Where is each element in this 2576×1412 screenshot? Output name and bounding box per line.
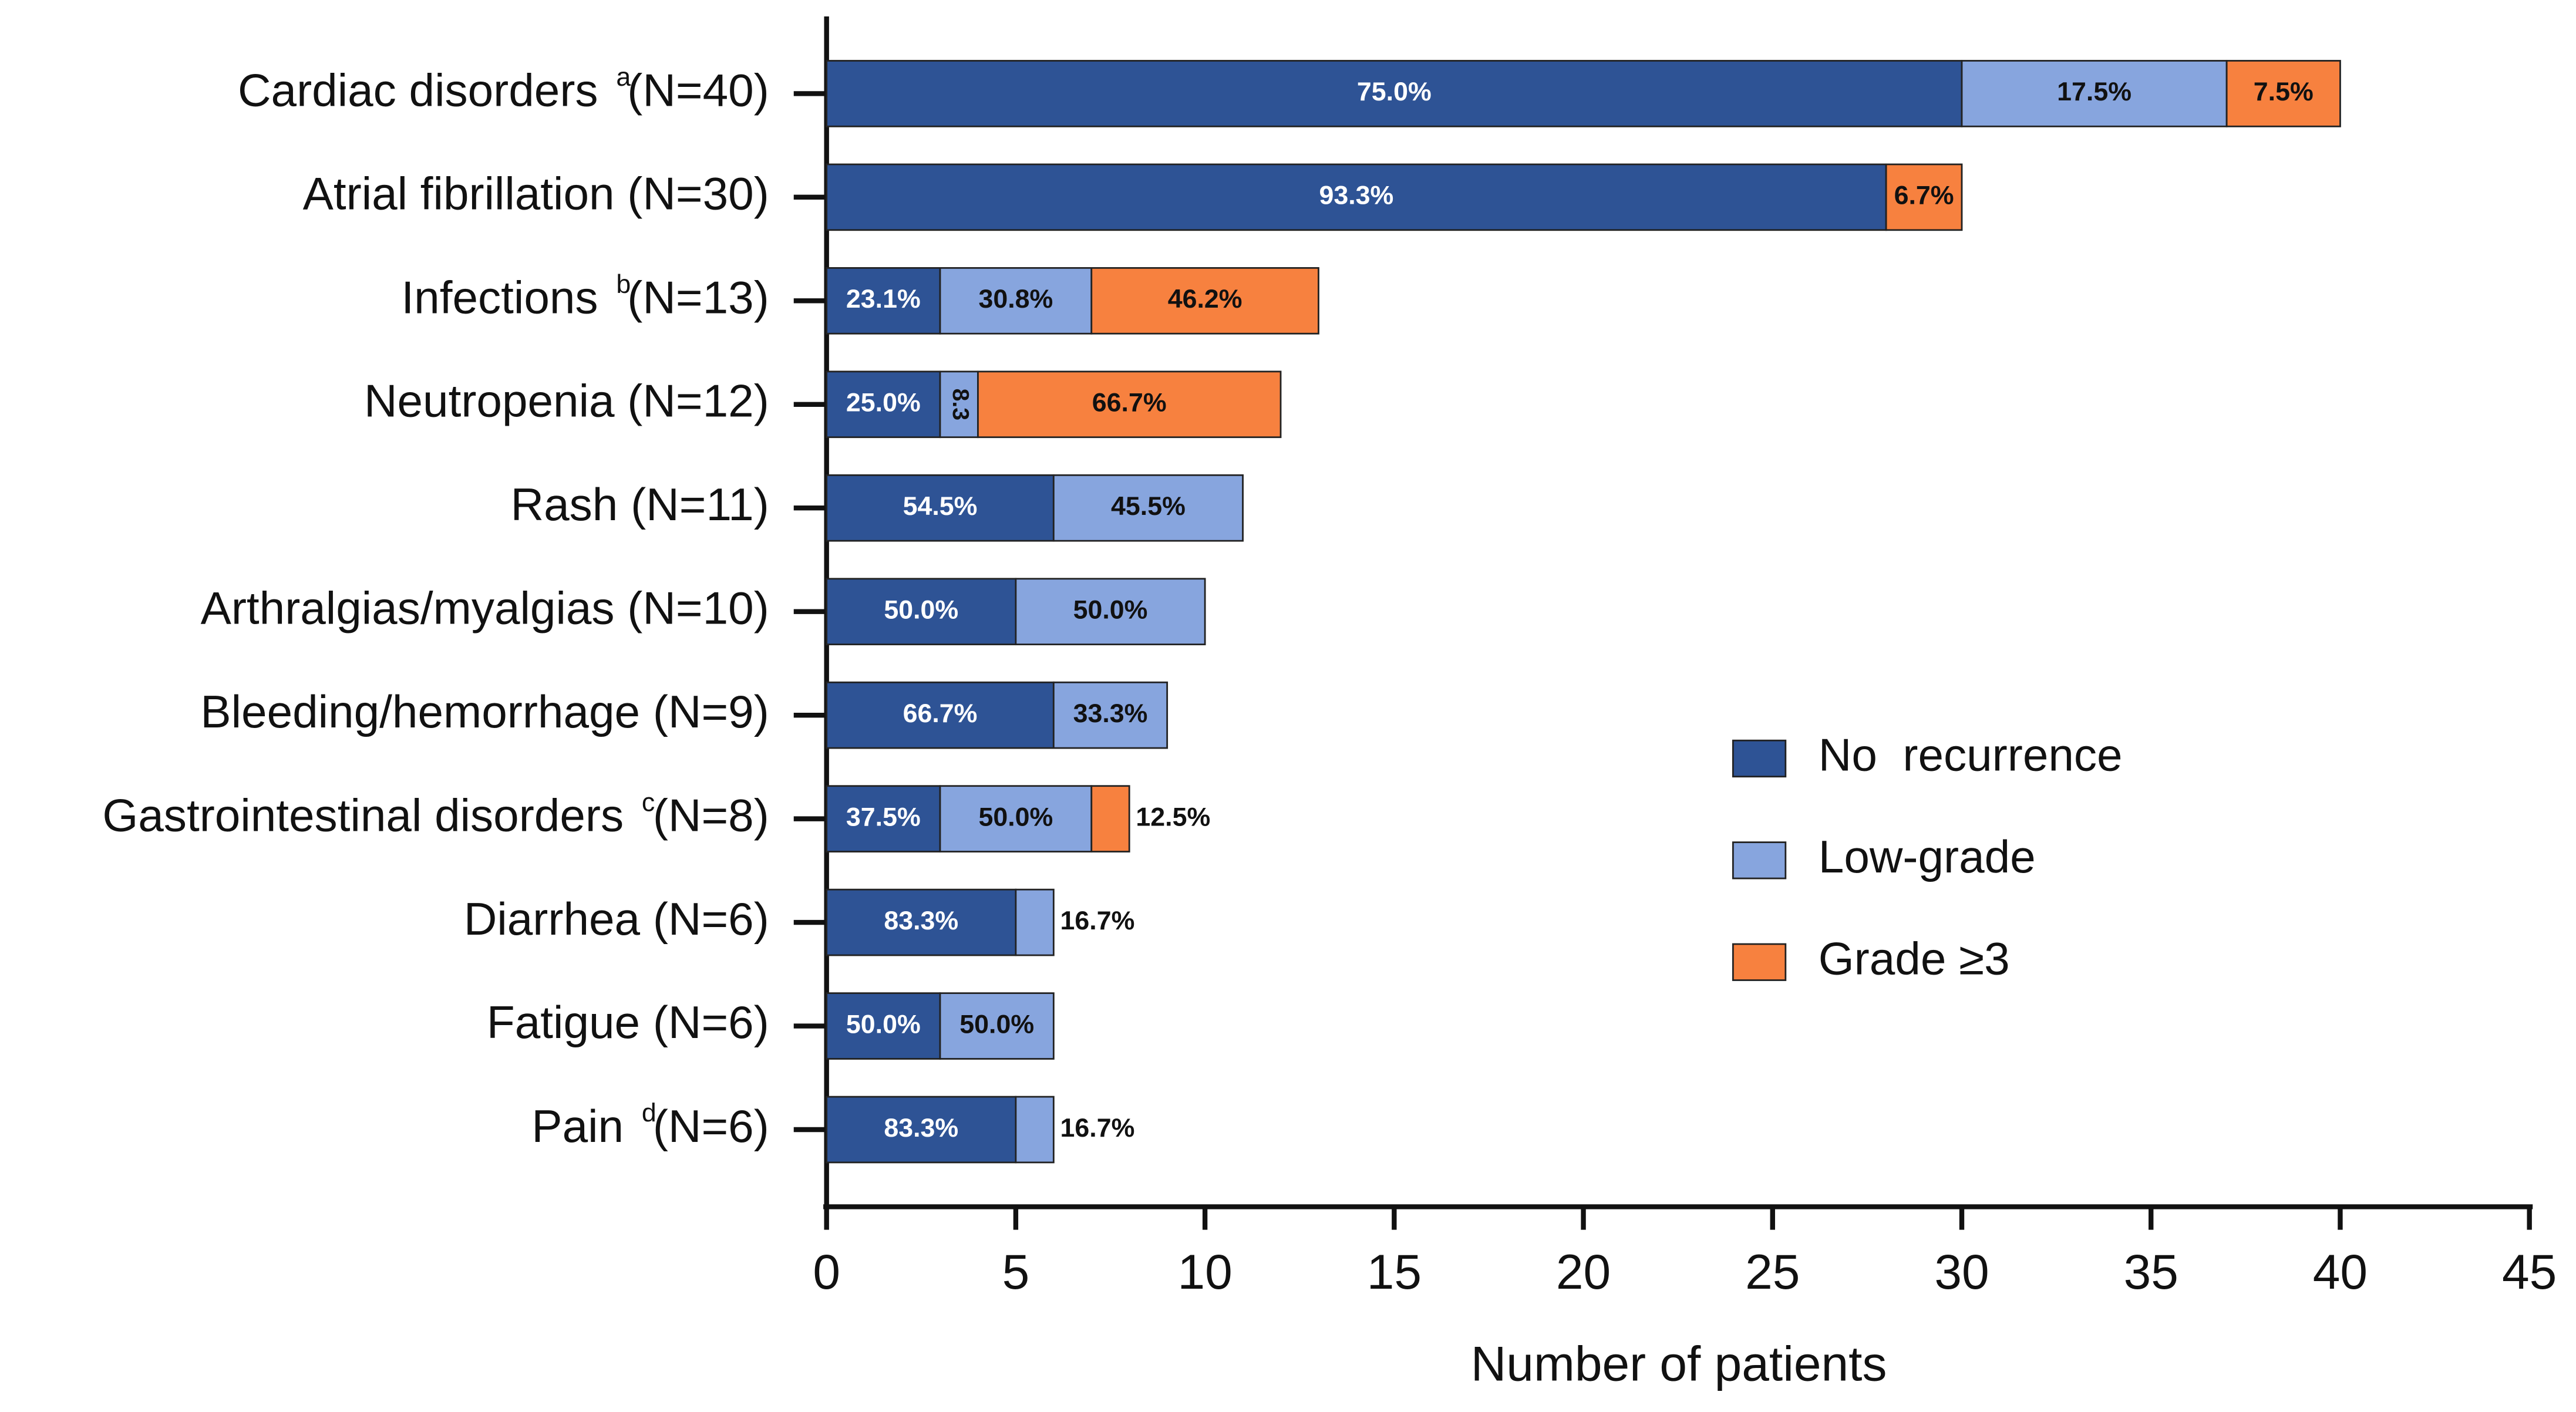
bar-segment [826, 1096, 1017, 1164]
bar-segment [826, 681, 1055, 749]
x-tick-label: 5 [1002, 1244, 1030, 1299]
category-label: Rash (N=11) [511, 478, 769, 530]
category-label: Gastrointestinal disorders (N=8) [102, 789, 769, 841]
bar-label: 83.3% [884, 906, 958, 935]
bar-segment [1961, 60, 2228, 127]
bar-segment [826, 60, 1963, 127]
legend-label: Low-grade [1819, 831, 2036, 882]
bar-segment [1090, 785, 1130, 852]
bar-label: 25.0% [846, 388, 921, 417]
x-tick-label: 45 [2502, 1244, 2557, 1299]
bar-label: 50.0% [884, 595, 958, 625]
bar-label: 23.1% [846, 284, 921, 314]
category-label: Cardiac disorders (N=40) [238, 64, 769, 116]
x-tick-label: 10 [1177, 1244, 1232, 1299]
bar-label: 93.3% [1319, 181, 1393, 210]
bar-label: 7.5% [2254, 77, 2314, 106]
bar-segment [1015, 888, 1055, 956]
footnote-mark: c [642, 787, 655, 817]
category-label: Fatigue (N=6) [487, 996, 769, 1048]
x-tick-label: 40 [2313, 1244, 2368, 1299]
bar-segment [977, 370, 1282, 439]
bar-label: 46.2% [1168, 284, 1242, 314]
bar-segment [1015, 1096, 1055, 1164]
bar-label: 16.7% [1060, 1113, 1135, 1143]
legend-swatch [1732, 739, 1787, 778]
x-axis-label: Number of patients [1471, 1336, 1887, 1391]
legend-swatch [1732, 841, 1787, 879]
bar-label: 8.3 [948, 389, 973, 420]
bar-segment [826, 785, 941, 852]
bar-segment [826, 578, 1017, 646]
bar-segment [939, 992, 1055, 1060]
bar-segment [1885, 163, 1963, 231]
bar-label: 33.3% [1073, 699, 1148, 728]
category-label: Bleeding/hemorrhage (N=9) [200, 686, 769, 737]
category-label: Infections (N=13) [401, 271, 769, 323]
footnote-mark: b [616, 269, 631, 299]
footnote-mark: d [642, 1098, 656, 1128]
bar-label: 30.8% [978, 284, 1053, 314]
bar-segment [939, 267, 1093, 335]
bar-label: 50.0% [978, 802, 1053, 831]
bar-label: 54.5% [903, 491, 978, 521]
bar-label: 12.5% [1136, 802, 1210, 831]
bar-label: 66.7% [1092, 388, 1167, 417]
bar-label: 83.3% [884, 1113, 958, 1143]
x-tick-label: 25 [1745, 1244, 1800, 1299]
bar-segment [1052, 474, 1244, 542]
bar-label: 16.7% [1060, 906, 1135, 935]
x-tick-label: 35 [2124, 1244, 2178, 1299]
legend-label: Grade ≥3 [1819, 932, 2010, 984]
bar-label: 17.5% [2057, 77, 2131, 106]
bar-segment [826, 267, 941, 335]
category-label: Neutropenia (N=12) [364, 375, 769, 426]
bar-segment [939, 785, 1093, 852]
bar-segment [939, 370, 979, 439]
category-label: Pain (N=6) [531, 1100, 769, 1152]
x-tick-label: 0 [813, 1244, 840, 1299]
bar-label: 6.7% [1894, 181, 1954, 210]
bar-segment [826, 163, 1887, 231]
bar-label: 37.5% [846, 802, 921, 831]
bar-label: 66.7% [903, 699, 978, 728]
bar-segment [2225, 60, 2341, 127]
bar-segment [1052, 681, 1169, 749]
bar-segment [826, 370, 941, 439]
bar-segment [1090, 267, 1319, 335]
bar-label: 75.0% [1357, 77, 1432, 106]
bar-label: 45.5% [1111, 491, 1186, 521]
legend-label: No recurrence [1819, 729, 2123, 781]
category-label: Arthralgias/myalgias (N=10) [201, 582, 769, 633]
bar-segment [826, 474, 1055, 542]
bar-label: 50.0% [959, 1009, 1034, 1039]
footnote-mark: a [616, 62, 631, 92]
category-label: Atrial fibrillation (N=30) [303, 168, 769, 220]
category-label: Diarrhea (N=6) [464, 893, 769, 945]
x-tick-label: 20 [1556, 1244, 1611, 1299]
legend-swatch [1732, 943, 1787, 981]
x-tick-label: 15 [1367, 1244, 1422, 1299]
bar-segment [826, 888, 1017, 956]
bar-label: 50.0% [1073, 595, 1148, 625]
bar-segment [1015, 578, 1206, 646]
x-tick-label: 30 [1934, 1244, 1989, 1299]
bar-label: 50.0% [846, 1009, 921, 1039]
